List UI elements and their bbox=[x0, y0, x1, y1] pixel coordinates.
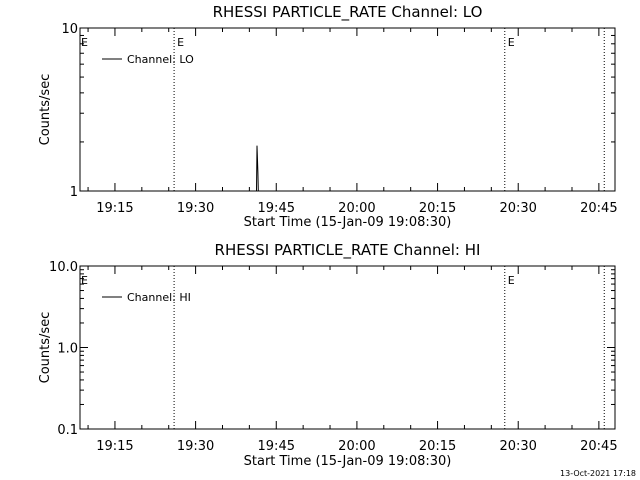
timestamp-stamp: 13-Oct-2021 17:18 bbox=[560, 469, 636, 478]
x-tick-label: 19:15 bbox=[96, 439, 133, 454]
x-tick-label: 20:30 bbox=[499, 439, 536, 454]
y-tick-label: 1 bbox=[70, 185, 78, 200]
x-tick-label: 20:00 bbox=[338, 201, 375, 216]
x-tick-label: 20:30 bbox=[499, 201, 536, 216]
event-label: E bbox=[508, 36, 515, 49]
x-tick-label: 20:45 bbox=[580, 201, 617, 216]
chart-title: RHESSI PARTICLE_RATE Channel: HI bbox=[215, 241, 481, 260]
panel-hi-channel: RHESSI PARTICLE_RATE Channel: HI 19:15 19:… bbox=[38, 241, 618, 469]
x-tick-label: 20:15 bbox=[419, 439, 456, 454]
x-axis-label: Start Time (15-Jan-09 19:08:30) bbox=[244, 454, 452, 469]
panel-lo-channel: RHESSI PARTICLE_RATE Channel: LO 19:15 19:… bbox=[38, 3, 618, 230]
x-tick-label: 20:45 bbox=[580, 439, 617, 454]
legend-label: Channel: LO bbox=[127, 53, 194, 66]
y-axis-label: Counts/sec bbox=[38, 74, 53, 146]
chart-title: RHESSI PARTICLE_RATE Channel: LO bbox=[213, 3, 483, 22]
event-label: E bbox=[177, 36, 184, 49]
y-tick-label: 10 bbox=[61, 22, 78, 37]
x-tick-label: 19:30 bbox=[177, 201, 214, 216]
x-tick-label: 20:15 bbox=[419, 201, 456, 216]
edge-event-label: E bbox=[81, 274, 88, 287]
plot-frame bbox=[79, 27, 616, 192]
x-tick-label: 19:45 bbox=[258, 201, 295, 216]
edge-event-label: E bbox=[81, 36, 88, 49]
y-axis-label: Counts/sec bbox=[38, 312, 53, 384]
x-axis-label: Start Time (15-Jan-09 19:08:30) bbox=[244, 215, 452, 230]
x-tick-label: 19:15 bbox=[96, 201, 133, 216]
y-tick-label: 1.0 bbox=[57, 342, 78, 357]
x-tick-label: 20:00 bbox=[338, 439, 375, 454]
y-tick-label: 0.1 bbox=[57, 423, 78, 438]
event-label: E bbox=[508, 274, 515, 287]
x-tick-label: 19:45 bbox=[258, 439, 295, 454]
y-tick-label: 10.0 bbox=[49, 260, 78, 275]
series-line bbox=[254, 145, 260, 192]
legend-label: Channel: HI bbox=[127, 291, 191, 304]
x-tick-label: 19:30 bbox=[177, 439, 214, 454]
